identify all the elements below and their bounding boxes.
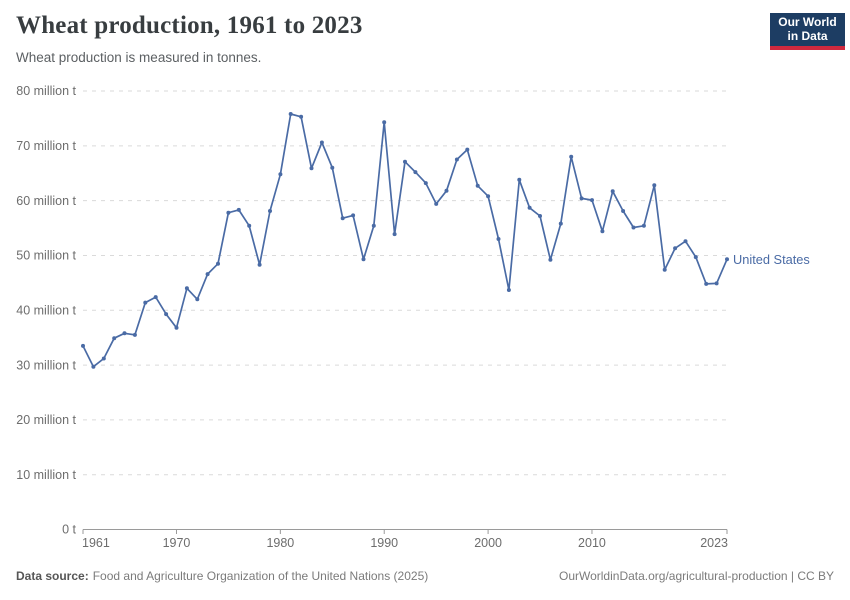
us-production-line[interactable] <box>82 113 728 368</box>
data-point[interactable] <box>278 172 283 177</box>
data-point[interactable] <box>361 257 366 262</box>
data-point[interactable] <box>112 336 117 341</box>
data-point[interactable] <box>195 297 200 302</box>
y-axis-label: 10 million t <box>16 468 76 482</box>
data-point[interactable] <box>517 177 522 182</box>
y-axis-label: 50 million t <box>16 249 76 263</box>
data-point[interactable] <box>205 272 210 277</box>
data-point[interactable] <box>340 216 345 221</box>
data-point[interactable] <box>288 112 293 116</box>
data-point[interactable] <box>143 300 148 305</box>
y-axis-label: 60 million t <box>16 194 76 208</box>
data-point[interactable] <box>454 157 459 162</box>
owid-logo-line1: Our World <box>778 15 837 29</box>
data-point[interactable] <box>184 286 189 291</box>
data-point[interactable] <box>558 221 563 226</box>
data-point[interactable] <box>351 213 356 218</box>
data-point[interactable] <box>403 159 407 164</box>
data-point[interactable] <box>122 331 127 336</box>
data-point[interactable] <box>164 312 169 317</box>
data-point[interactable] <box>382 120 387 125</box>
y-axis-label: 30 million t <box>16 358 76 372</box>
data-point[interactable] <box>423 181 428 186</box>
data-source-label: Data source: <box>16 569 89 583</box>
data-point[interactable] <box>101 356 106 361</box>
data-point[interactable] <box>725 257 729 262</box>
data-point[interactable] <box>673 246 678 251</box>
data-point[interactable] <box>486 194 491 199</box>
data-point[interactable] <box>496 237 501 241</box>
data-point[interactable] <box>714 281 719 286</box>
data-point[interactable] <box>216 261 220 266</box>
y-axis-label: 20 million t <box>16 413 76 427</box>
data-point[interactable] <box>371 223 376 228</box>
data-point[interactable] <box>257 262 262 267</box>
data-point[interactable] <box>153 295 158 300</box>
data-point[interactable] <box>641 223 646 228</box>
data-point[interactable] <box>600 229 605 234</box>
data-point[interactable] <box>309 166 314 171</box>
data-point[interactable] <box>465 147 470 152</box>
data-point[interactable] <box>662 267 667 272</box>
x-axis-label: 2023 <box>700 536 728 550</box>
data-point[interactable] <box>174 325 179 330</box>
data-point[interactable] <box>434 201 439 206</box>
x-axis-label: 1990 <box>370 536 398 550</box>
data-source: Data source: Food and Agriculture Organiz… <box>16 569 428 583</box>
y-axis-label: 80 million t <box>16 84 76 98</box>
data-point[interactable] <box>319 140 324 145</box>
data-point[interactable] <box>631 225 636 230</box>
data-point[interactable] <box>475 183 480 188</box>
x-axis-label: 2010 <box>578 536 606 550</box>
x-axis-label: 2000 <box>474 536 502 550</box>
data-point[interactable] <box>527 205 532 210</box>
data-point[interactable] <box>569 154 574 159</box>
data-point[interactable] <box>704 281 709 286</box>
footer-citation-link[interactable]: OurWorldinData.org/agricultural-producti… <box>558 569 834 583</box>
data-point[interactable] <box>236 207 241 212</box>
data-point[interactable] <box>330 165 335 170</box>
data-point[interactable] <box>413 170 418 175</box>
y-axis-label: 0 t <box>62 523 76 537</box>
data-point[interactable] <box>392 232 397 237</box>
series-label-united-states: United States <box>733 252 810 267</box>
data-point[interactable] <box>268 209 272 213</box>
data-point[interactable] <box>247 223 252 228</box>
chart-canvas[interactable]: 0 t 10 million t 20 million t 30 million t 4… <box>0 0 850 560</box>
x-axis-label: 1961 <box>82 536 110 550</box>
y-axis-label: 70 million t <box>16 139 76 153</box>
chart-footer: Data source: Food and Agriculture Organiz… <box>16 569 834 583</box>
x-axis-label: 1980 <box>266 536 294 550</box>
data-point[interactable] <box>652 183 657 188</box>
data-point[interactable] <box>132 332 137 337</box>
data-point[interactable] <box>590 198 594 203</box>
data-point[interactable] <box>81 343 85 348</box>
data-point[interactable] <box>506 288 511 292</box>
data-point[interactable] <box>538 214 542 218</box>
page-title: Wheat production, 1961 to 2023 <box>16 12 363 39</box>
data-point[interactable] <box>579 196 584 201</box>
data-source-text: Food and Agriculture Organization of the… <box>92 569 429 583</box>
owid-logo-line2: in Data <box>787 29 828 43</box>
data-point[interactable] <box>683 239 688 244</box>
owid-logo[interactable]: Our World in Data <box>770 13 845 50</box>
y-axis-label: 40 million t <box>16 303 76 317</box>
data-point[interactable] <box>621 209 626 213</box>
data-point[interactable] <box>548 257 553 262</box>
data-point[interactable] <box>91 364 96 369</box>
data-point[interactable] <box>299 114 304 119</box>
data-point[interactable] <box>693 255 698 260</box>
data-point[interactable] <box>226 210 231 215</box>
data-point[interactable] <box>610 189 615 194</box>
data-point[interactable] <box>444 188 449 193</box>
x-axis-label: 1970 <box>163 536 191 550</box>
chart-subtitle: Wheat production is measured in tonnes. <box>16 50 262 65</box>
